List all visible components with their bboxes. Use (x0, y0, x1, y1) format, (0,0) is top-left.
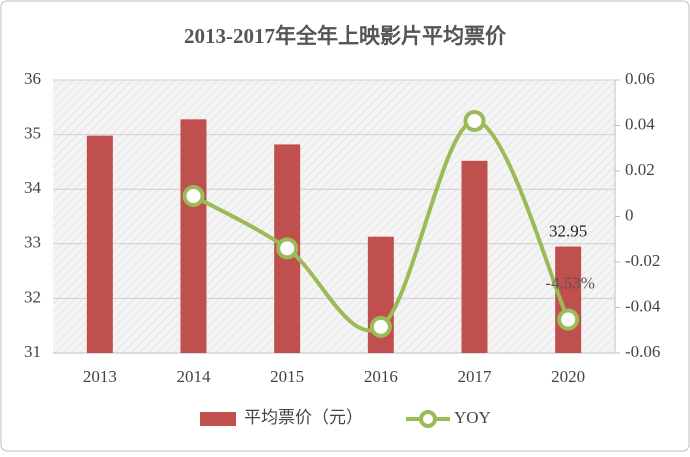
y2-tick-label: 0.06 (625, 69, 655, 88)
line-point (276, 237, 299, 260)
chart-title: 2013-2017年全年上映影片平均票价 (184, 24, 507, 48)
x-tick-label: 2014 (177, 367, 212, 386)
data-label: -4.53% (545, 273, 595, 292)
line-point (182, 185, 205, 208)
line (192, 118, 570, 333)
bar (180, 119, 207, 353)
legend-swatch (419, 410, 437, 428)
y-tick-label: 31 (24, 342, 41, 361)
y-tick-label: 32 (24, 287, 41, 306)
line-point (463, 109, 486, 132)
y-tick-label: 36 (24, 69, 41, 88)
plot-area (53, 80, 615, 353)
line-point (369, 315, 392, 338)
y2-tick-label: -0.06 (625, 342, 660, 361)
legend-label: YOY (454, 408, 491, 427)
bar (461, 160, 488, 353)
x-tick-label: 2015 (270, 367, 304, 386)
y-tick-label: 33 (24, 233, 41, 252)
y2-tick-label: 0.02 (625, 160, 655, 179)
y-tick-label: 34 (24, 178, 42, 197)
data-label: 32.95 (549, 221, 587, 240)
legend-swatch (200, 412, 236, 426)
y-tick-label: 35 (24, 124, 41, 143)
y2-tick-label: -0.02 (625, 251, 660, 270)
y2-tick-label: 0 (625, 205, 634, 224)
legend-label: 平均票价（元） (244, 408, 363, 427)
y2-tick-label: 0.04 (625, 114, 655, 133)
x-tick-label: 2013 (83, 367, 117, 386)
x-tick-label: 2016 (364, 367, 398, 386)
x-tick-label: 2017 (458, 367, 493, 386)
bar (86, 135, 113, 353)
x-tick-label: 2020 (551, 367, 585, 386)
y2-tick-label: -0.04 (625, 296, 661, 315)
line-point (557, 308, 580, 331)
